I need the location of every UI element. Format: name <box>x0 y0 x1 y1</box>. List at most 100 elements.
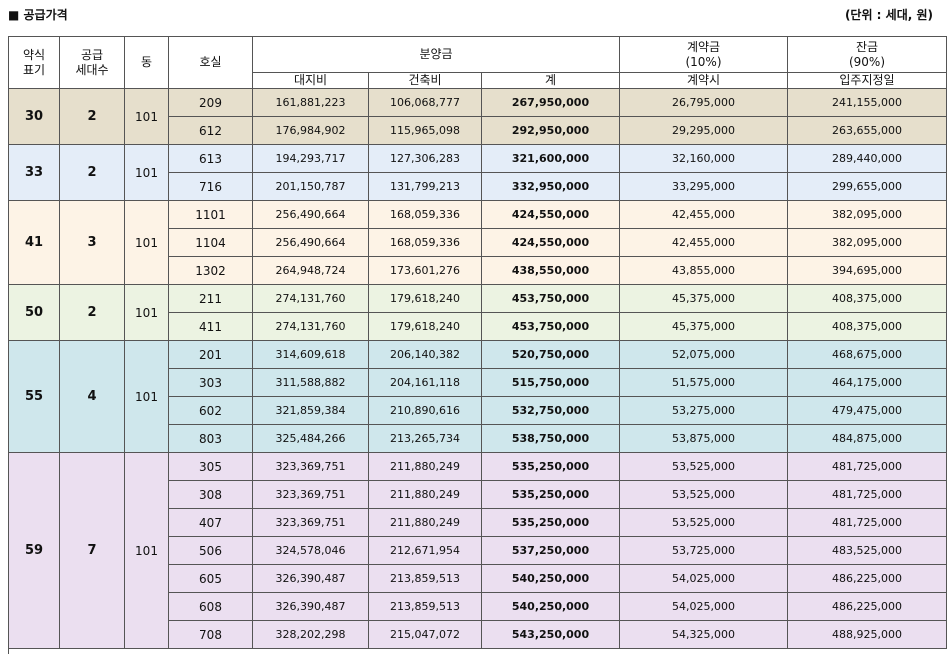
table-row: 55 4 101 201 314,609,618 206,140,382 520,750,0… <box>8 340 947 453</box>
header-units: 공급 세대수 <box>59 36 125 89</box>
header-sale-price: 분양금 <box>252 36 620 73</box>
land-cost-cell: 314,609,618 <box>252 340 369 369</box>
land-cost-cell: 274,131,760 <box>252 284 369 313</box>
balance-cell: 481,725,000 <box>787 452 947 481</box>
room-cell: 1104 <box>168 228 253 257</box>
dong-cell: 101 <box>124 88 169 145</box>
total-cell: 332,950,000 <box>481 172 620 201</box>
units-cell: 4 <box>59 340 125 453</box>
room-cell: 602 <box>168 396 253 425</box>
room-cell: 411 <box>168 312 253 341</box>
land-cost-cell: 323,369,751 <box>252 452 369 481</box>
balance-cell: 464,175,000 <box>787 368 947 397</box>
deposit-cell: 42,455,000 <box>619 200 788 229</box>
deposit-cell: 53,725,000 <box>619 536 788 565</box>
table-row: 59 7 101 305 323,369,751 211,880,249 535,250,0… <box>8 452 947 649</box>
header-total: 계 <box>481 72 620 89</box>
land-cost-cell: 311,588,882 <box>252 368 369 397</box>
balance-cell: 408,375,000 <box>787 312 947 341</box>
building-cost-cell: 213,265,734 <box>368 424 482 453</box>
header-deposit: 계약금 (10%) <box>619 36 788 73</box>
building-cost-cell: 179,618,240 <box>368 284 482 313</box>
building-cost-cell: 210,890,616 <box>368 396 482 425</box>
dong-cell: 101 <box>124 144 169 201</box>
header-type: 약식 표기 <box>8 36 60 89</box>
table-body: 30 2 101 209 161,881,223 106,068,777 267,950,0… <box>8 88 947 649</box>
balance-cell: 394,695,000 <box>787 256 947 285</box>
header-balance: 잔금 (90%) <box>787 36 947 73</box>
table-row: 612 176,984,902 115,965,098 292,950,000 29,2… <box>8 116 947 145</box>
building-cost-cell: 179,618,240 <box>368 312 482 341</box>
land-cost-cell: 326,390,487 <box>252 592 369 621</box>
type-cell: 30 <box>8 88 60 145</box>
header-room: 호실 <box>168 36 253 89</box>
land-cost-cell: 201,150,787 <box>252 172 369 201</box>
unit-note: (단위 : 세대, 원) <box>844 8 933 22</box>
deposit-cell: 54,325,000 <box>619 620 788 649</box>
deposit-cell: 51,575,000 <box>619 368 788 397</box>
deposit-cell: 29,295,000 <box>619 116 788 145</box>
land-cost-cell: 194,293,717 <box>252 144 369 173</box>
total-cell: 321,600,000 <box>481 144 620 173</box>
room-cell: 803 <box>168 424 253 453</box>
units-cell: 2 <box>59 88 125 145</box>
deposit-cell: 54,025,000 <box>619 564 788 593</box>
land-cost-cell: 321,859,384 <box>252 396 369 425</box>
table-row: 30 2 101 209 161,881,223 106,068,777 267,950,0… <box>8 88 947 145</box>
room-cell: 303 <box>168 368 253 397</box>
deposit-cell: 32,160,000 <box>619 144 788 173</box>
total-cell: 540,250,000 <box>481 592 620 621</box>
total-cell: 532,750,000 <box>481 396 620 425</box>
balance-cell: 479,475,000 <box>787 396 947 425</box>
total-cell: 424,550,000 <box>481 228 620 257</box>
land-cost-cell: 324,578,046 <box>252 536 369 565</box>
balance-cell: 483,525,000 <box>787 536 947 565</box>
header-balance-when: 입주지정일 <box>787 72 947 89</box>
building-cost-cell: 173,601,276 <box>368 256 482 285</box>
balance-cell: 484,875,000 <box>787 424 947 453</box>
table-row: 33 2 101 613 194,293,717 127,306,283 321,600,0… <box>8 144 947 201</box>
balance-cell: 481,725,000 <box>787 508 947 537</box>
total-cell: 535,250,000 <box>481 480 620 509</box>
room-cell: 308 <box>168 480 253 509</box>
land-cost-cell: 323,369,751 <box>252 480 369 509</box>
room-cell: 612 <box>168 116 253 145</box>
balance-cell: 408,375,000 <box>787 284 947 313</box>
total-cell: 537,250,000 <box>481 536 620 565</box>
building-cost-cell: 213,859,513 <box>368 564 482 593</box>
land-cost-cell: 256,490,664 <box>252 200 369 229</box>
land-cost-cell: 161,881,223 <box>252 88 369 117</box>
room-cell: 1101 <box>168 200 253 229</box>
deposit-cell: 33,295,000 <box>619 172 788 201</box>
building-cost-cell: 127,306,283 <box>368 144 482 173</box>
deposit-cell: 53,525,000 <box>619 508 788 537</box>
land-cost-cell: 176,984,902 <box>252 116 369 145</box>
total-cell: 453,750,000 <box>481 312 620 341</box>
total-cell: 515,750,000 <box>481 368 620 397</box>
balance-cell: 486,225,000 <box>787 592 947 621</box>
units-cell: 2 <box>59 144 125 201</box>
land-cost-cell: 256,490,664 <box>252 228 369 257</box>
deposit-cell: 45,375,000 <box>619 284 788 313</box>
table-row: 1302 264,948,724 173,601,276 438,550,000 43,… <box>8 256 947 285</box>
building-cost-cell: 211,880,249 <box>368 452 482 481</box>
header-deposit-when: 계약시 <box>619 72 788 89</box>
balance-cell: 481,725,000 <box>787 480 947 509</box>
building-cost-cell: 168,059,336 <box>368 200 482 229</box>
table-title: ■ 공급가격 <box>8 8 68 22</box>
land-cost-cell: 274,131,760 <box>252 312 369 341</box>
building-cost-cell: 213,859,513 <box>368 592 482 621</box>
room-cell: 716 <box>168 172 253 201</box>
type-cell: 41 <box>8 200 60 285</box>
deposit-cell: 53,525,000 <box>619 480 788 509</box>
balance-cell: 289,440,000 <box>787 144 947 173</box>
table-continuation <box>8 644 947 654</box>
total-cell: 540,250,000 <box>481 564 620 593</box>
building-cost-cell: 204,161,118 <box>368 368 482 397</box>
building-cost-cell: 211,880,249 <box>368 508 482 537</box>
room-cell: 211 <box>168 284 253 313</box>
total-cell: 453,750,000 <box>481 284 620 313</box>
total-cell: 543,250,000 <box>481 620 620 649</box>
room-cell: 608 <box>168 592 253 621</box>
balance-cell: 468,675,000 <box>787 340 947 369</box>
